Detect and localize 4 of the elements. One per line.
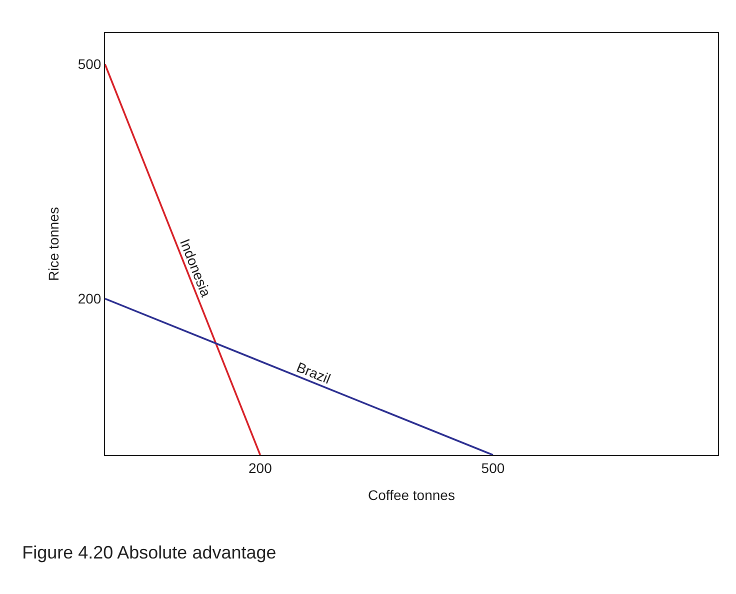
text: Figure 4.20 Absolute advantage [22, 542, 276, 562]
text: Brazil [294, 358, 333, 387]
y-axis-title: Rice tonnes [45, 207, 62, 281]
x-axis-title: Coffee tonnes [368, 487, 455, 504]
